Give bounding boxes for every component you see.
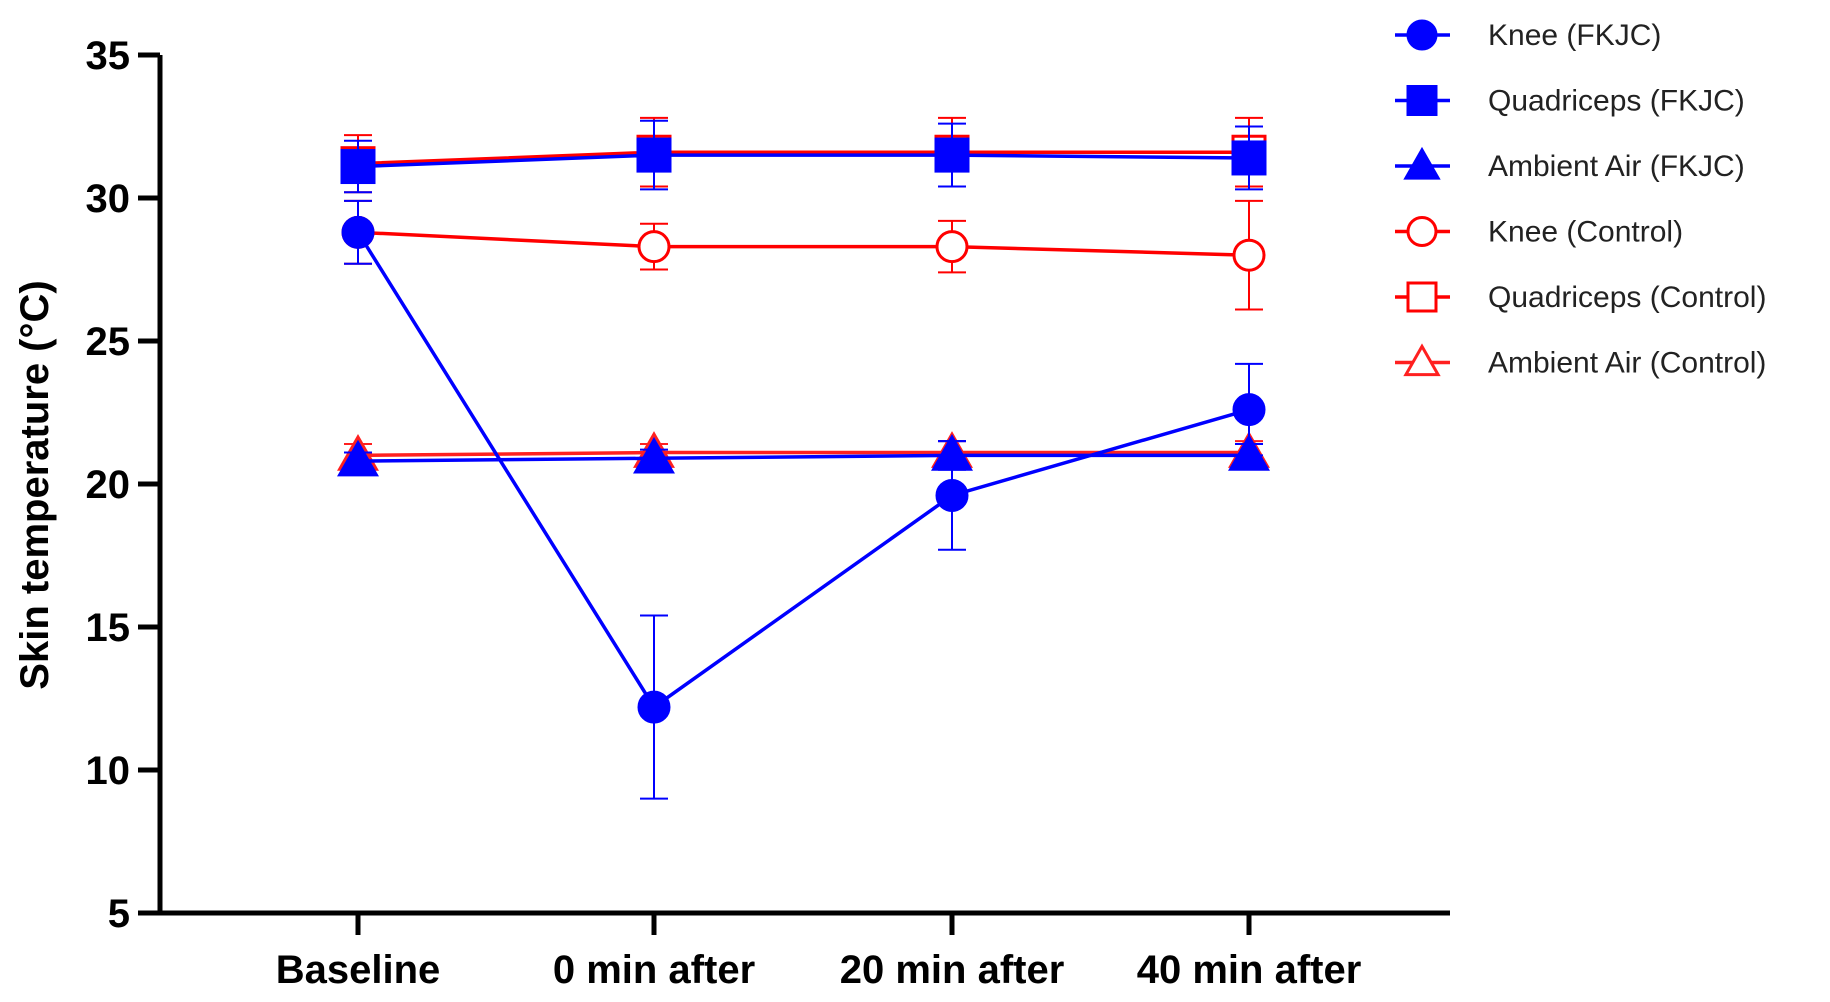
y-tick-label: 25	[86, 320, 131, 364]
x-tick-label: 40 min after	[1137, 948, 1362, 992]
data-point	[340, 149, 376, 185]
legend-label: Quadriceps (Control)	[1488, 281, 1766, 314]
data-point	[934, 137, 970, 173]
data-point	[633, 436, 675, 474]
legend-label: Ambient Air (FKJC)	[1488, 150, 1745, 183]
legend-label: Knee (FKJC)	[1488, 19, 1661, 52]
legend-marker	[1403, 146, 1441, 180]
data-point	[1231, 140, 1267, 176]
series-line	[357, 230, 1250, 257]
y-tick-label: 10	[86, 749, 131, 793]
legend-item: Ambient Air (FKJC)	[1395, 146, 1745, 183]
legend: Knee (FKJC) Quadriceps (FKJC) Ambient Air …	[1395, 19, 1766, 380]
legend-marker	[1406, 85, 1438, 116]
series-1	[340, 119, 1267, 194]
x-tick-label: 0 min after	[553, 948, 755, 992]
series-line	[356, 231, 1250, 710]
data-point	[636, 137, 672, 173]
x-tick-label: 20 min after	[840, 948, 1065, 992]
legend-item: Ambient Air (Control)	[1395, 343, 1766, 380]
legend-label: Ambient Air (Control)	[1488, 347, 1766, 380]
y-tick-label: 5	[108, 892, 130, 936]
series-5	[337, 431, 1270, 471]
series-line	[357, 150, 1249, 166]
legend-marker	[1406, 281, 1438, 313]
series-2	[337, 433, 1270, 477]
y-tick-label: 20	[86, 463, 131, 507]
data-point	[637, 690, 671, 724]
data-point	[1232, 393, 1266, 427]
legend-item: Quadriceps (Control)	[1395, 281, 1766, 314]
data-point	[935, 478, 969, 512]
legend-marker	[1406, 19, 1438, 51]
series-line	[357, 153, 1250, 169]
legend-item: Quadriceps (FKJC)	[1395, 85, 1745, 118]
legend-marker	[1406, 216, 1438, 247]
series-0	[341, 199, 1266, 800]
legend-label: Knee (Control)	[1488, 216, 1683, 249]
data-point	[637, 230, 671, 264]
legend-label: Quadriceps (FKJC)	[1488, 85, 1745, 118]
y-tick-label: 15	[86, 606, 131, 650]
series-3	[341, 199, 1266, 311]
series-layer	[337, 116, 1270, 800]
y-axis-title: Skin temperature (°C)	[13, 280, 57, 689]
legend-marker	[1403, 343, 1441, 377]
y-tick-label: 30	[86, 177, 131, 221]
data-point	[1232, 238, 1266, 272]
legend-item: Knee (Control)	[1395, 216, 1683, 249]
legend-item: Knee (FKJC)	[1395, 19, 1661, 52]
series-line	[357, 453, 1249, 463]
axes: 5 10 15 20 25 30 35 Baseline 0 min after 20 min a…	[86, 34, 1450, 992]
data-point	[935, 230, 969, 264]
data-point	[337, 439, 379, 477]
data-point	[341, 215, 375, 249]
x-tick-label: Baseline	[276, 948, 441, 992]
y-tick-label: 35	[86, 34, 131, 78]
